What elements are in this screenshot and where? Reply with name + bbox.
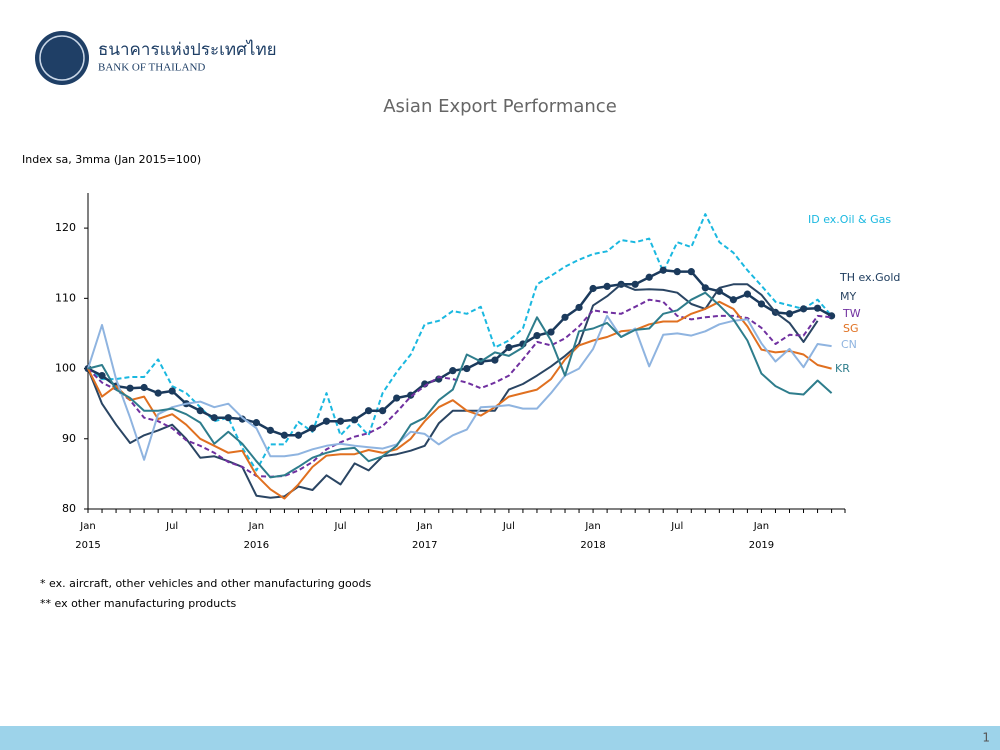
plot: 80 90 100 110 120 Jan 2015 Jul Jan 2016 Jul Jan 2017… <box>55 193 900 551</box>
data-point <box>659 266 667 274</box>
page-number: 1 <box>982 731 990 745</box>
data-point <box>799 305 808 313</box>
data-point <box>491 356 499 364</box>
org-en: BANK OF THAILAND <box>98 62 205 74</box>
data-point <box>168 387 176 395</box>
data-point <box>280 431 289 439</box>
data-point <box>589 284 597 293</box>
x-year-label: 2019 <box>749 540 774 551</box>
y-tick-label: 120 <box>55 221 76 234</box>
data-point <box>827 312 836 320</box>
data-point <box>743 290 752 298</box>
y-axis-label: Index sa, 3mma (Jan 2015=100) <box>22 153 201 166</box>
data-point <box>210 414 218 422</box>
data-point <box>379 407 387 415</box>
data-point <box>266 426 274 434</box>
data-point <box>98 371 106 380</box>
data-point <box>196 407 204 415</box>
series-label: SG <box>843 322 859 335</box>
data-point <box>757 300 766 308</box>
data-point <box>603 282 611 290</box>
series-label: CN <box>841 338 857 351</box>
data-point <box>547 328 555 336</box>
data-point <box>336 417 345 425</box>
x-tick-label: Jan <box>248 521 264 532</box>
data-point <box>294 431 303 439</box>
x-tick-label: Jan <box>584 521 600 532</box>
data-point <box>533 331 541 340</box>
x-tick-label: Jul <box>670 521 683 532</box>
data-point <box>687 268 695 276</box>
data-point <box>140 383 148 392</box>
data-point <box>154 389 162 397</box>
data-point <box>673 268 681 276</box>
org-thai: ธนาคารแห่งประเทศไทย <box>98 39 277 60</box>
series-line <box>87 300 832 500</box>
x-tick-label: Jul <box>502 521 515 532</box>
data-point <box>322 417 331 425</box>
footnote: ** ex other manufacturing products <box>40 597 237 610</box>
data-point <box>126 384 134 392</box>
data-point <box>813 304 822 312</box>
x-year-label: 2016 <box>244 540 269 551</box>
series-label: TH ex.Gold <box>839 271 900 284</box>
footnote: * ex. aircraft, other vehicles and other… <box>40 577 371 590</box>
series-label: KR <box>835 362 850 375</box>
x-tick-label: Jan <box>416 521 432 532</box>
data-point <box>785 310 794 318</box>
x-year-label: 2015 <box>75 540 100 551</box>
series-line <box>87 291 833 479</box>
data-point <box>631 280 639 288</box>
x-tick-label: Jan <box>753 521 769 532</box>
series-label: ID ex.Oil & Gas <box>808 213 891 226</box>
series-label: TW <box>842 307 861 320</box>
chart-title: Asian Export Performance <box>383 96 617 117</box>
data-point <box>224 414 232 422</box>
x-tick-label: Jul <box>334 521 347 532</box>
x-year-label: 2017 <box>412 540 437 551</box>
data-point <box>463 364 471 373</box>
y-tick-label: 80 <box>62 502 76 515</box>
x-tick-label: Jan <box>79 521 95 532</box>
logo-ring <box>39 35 85 81</box>
series-label: MY <box>840 290 856 303</box>
data-point <box>449 367 457 375</box>
data-point <box>308 424 317 432</box>
data-point <box>365 407 373 415</box>
data-point <box>701 284 709 292</box>
data-point <box>252 419 260 427</box>
data-point <box>645 273 653 281</box>
y-tick-label: 100 <box>55 362 76 375</box>
series-line <box>87 298 832 478</box>
data-point <box>561 313 569 321</box>
data-point <box>407 391 415 399</box>
y-tick-label: 90 <box>62 432 76 445</box>
x-tick-label: Jul <box>165 521 178 532</box>
logo <box>35 31 89 85</box>
footer-bar <box>0 726 1000 750</box>
x-year-label: 2018 <box>580 540 605 551</box>
series-line <box>87 283 819 499</box>
series-line <box>87 314 832 461</box>
data-point <box>729 296 737 304</box>
data-point <box>350 416 359 424</box>
data-point <box>575 303 583 312</box>
y-tick-label: 110 <box>55 291 76 304</box>
data-point <box>505 343 513 352</box>
data-point <box>393 394 401 402</box>
